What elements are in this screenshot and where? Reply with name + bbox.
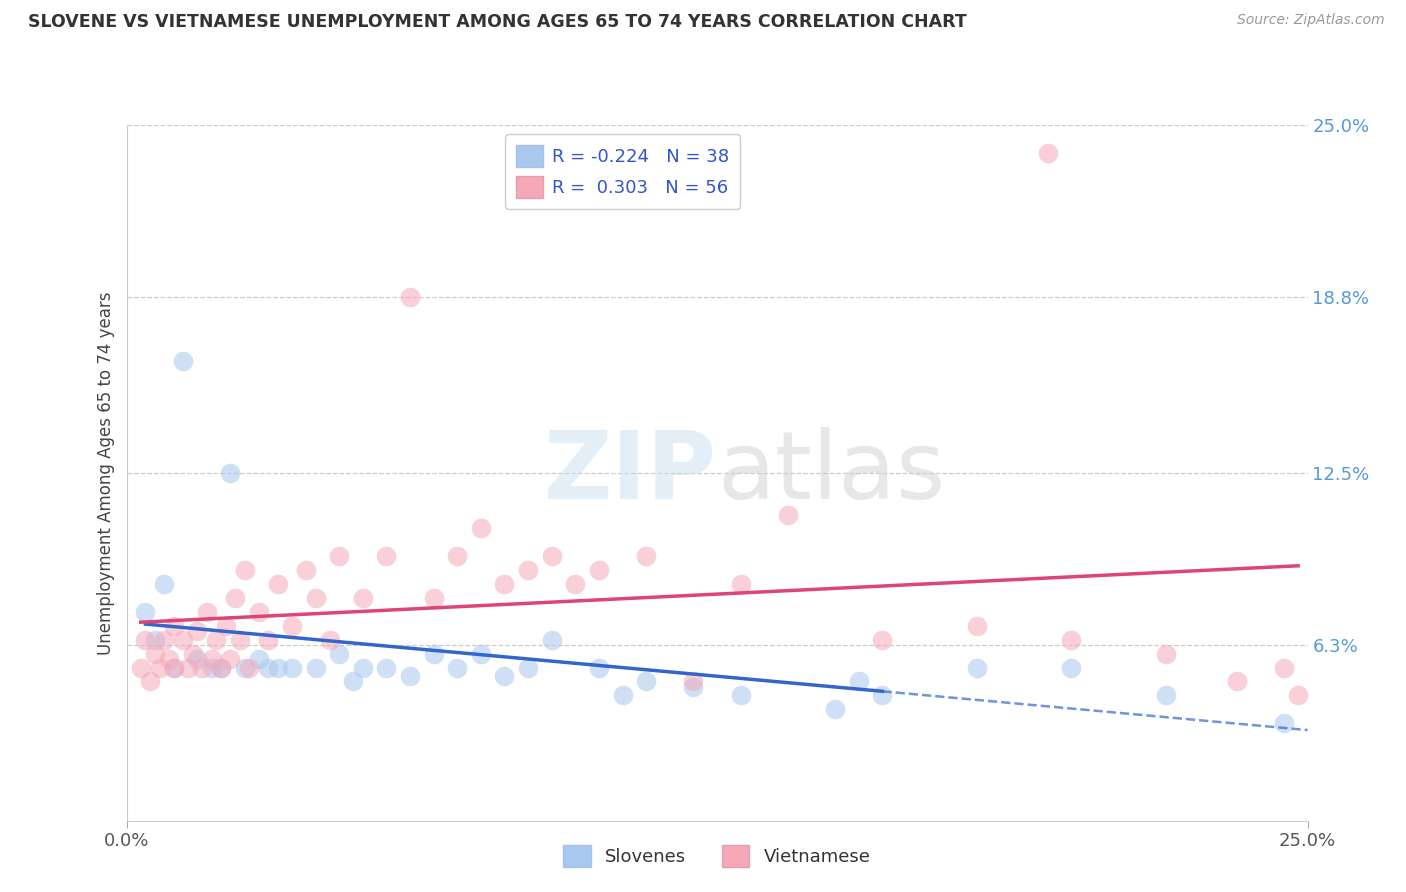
Point [181, 647, 204, 661]
Point [172, 354, 194, 368]
Point [872, 632, 894, 647]
Point [177, 660, 200, 674]
Point [966, 660, 988, 674]
Text: SLOVENE VS VIETNAMESE UNEMPLOYMENT AMONG AGES 65 TO 74 YEARS CORRELATION CHART: SLOVENE VS VIETNAMESE UNEMPLOYMENT AMONG… [28, 13, 967, 31]
Point [200, 652, 222, 666]
Point [200, 660, 222, 674]
Point [470, 521, 492, 535]
Text: ZIP: ZIP [544, 426, 717, 519]
Point [422, 647, 444, 661]
Point [422, 591, 444, 605]
Point [134, 605, 156, 619]
Point [186, 624, 208, 639]
Point [267, 577, 290, 591]
Text: Source: ZipAtlas.com: Source: ZipAtlas.com [1237, 13, 1385, 28]
Point [304, 591, 326, 605]
Point [1272, 716, 1295, 731]
Point [682, 674, 704, 689]
Point [494, 577, 516, 591]
Point [191, 660, 214, 674]
Point [257, 660, 280, 674]
Point [470, 647, 492, 661]
Point [1286, 689, 1309, 703]
Point [247, 652, 270, 666]
Point [149, 660, 172, 674]
Point [209, 660, 232, 674]
Point [219, 652, 242, 666]
Point [399, 669, 422, 683]
Point [730, 689, 752, 703]
Point [229, 632, 252, 647]
Point [172, 632, 194, 647]
Point [636, 674, 658, 689]
Legend: Slovenes, Vietnamese: Slovenes, Vietnamese [557, 838, 877, 874]
Point [517, 660, 540, 674]
Point [848, 674, 870, 689]
Point [153, 632, 176, 647]
Point [209, 660, 232, 674]
Point [224, 591, 246, 605]
Point [352, 660, 374, 674]
Point [540, 632, 562, 647]
Point [281, 660, 304, 674]
Point [295, 563, 318, 577]
Point [1272, 660, 1295, 674]
Point [588, 563, 610, 577]
Point [153, 577, 176, 591]
Point [1060, 660, 1083, 674]
Text: atlas: atlas [717, 426, 945, 519]
Point [257, 632, 280, 647]
Point [375, 549, 398, 564]
Point [143, 647, 166, 661]
Point [1226, 674, 1249, 689]
Point [186, 652, 208, 666]
Point [195, 605, 218, 619]
Point [304, 660, 326, 674]
Point [588, 660, 610, 674]
Point [163, 660, 186, 674]
Point [399, 290, 422, 304]
Point [446, 549, 468, 564]
Point [233, 660, 256, 674]
Point [375, 660, 398, 674]
Point [157, 652, 180, 666]
Point [267, 660, 290, 674]
Point [776, 508, 799, 522]
Point [328, 549, 350, 564]
Point [494, 669, 516, 683]
Point [163, 619, 186, 633]
Point [564, 577, 586, 591]
Point [139, 674, 162, 689]
Point [233, 563, 256, 577]
Point [517, 563, 540, 577]
Point [966, 619, 988, 633]
Point [824, 702, 846, 716]
Point [134, 632, 156, 647]
Point [215, 619, 238, 633]
Point [238, 660, 260, 674]
Point [342, 674, 364, 689]
Point [1154, 689, 1177, 703]
Point [129, 660, 152, 674]
Point [612, 689, 634, 703]
Point [540, 549, 562, 564]
Point [205, 632, 228, 647]
Point [247, 605, 270, 619]
Point [352, 591, 374, 605]
Point [1060, 632, 1083, 647]
Point [636, 549, 658, 564]
Point [446, 660, 468, 674]
Y-axis label: Unemployment Among Ages 65 to 74 years: Unemployment Among Ages 65 to 74 years [97, 291, 115, 655]
Point [682, 680, 704, 694]
Point [1154, 647, 1177, 661]
Point [281, 619, 304, 633]
Point [219, 466, 242, 480]
Point [872, 689, 894, 703]
Point [163, 660, 186, 674]
Point [1036, 145, 1059, 160]
Point [730, 577, 752, 591]
Point [143, 632, 166, 647]
Point [328, 647, 350, 661]
Point [318, 632, 340, 647]
